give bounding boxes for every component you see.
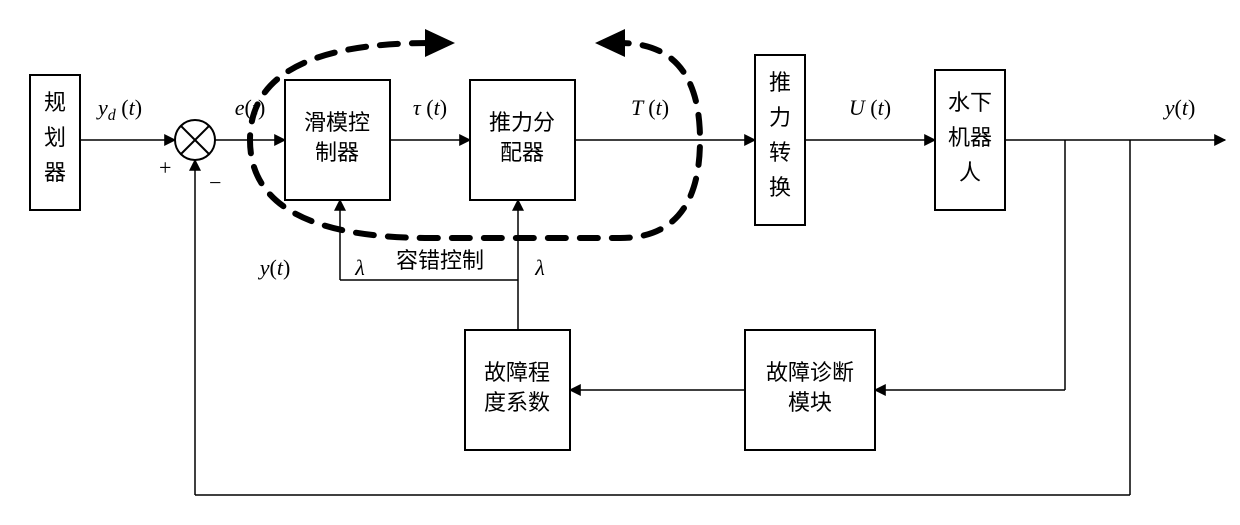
svg-text:y(t): y(t): [258, 255, 291, 280]
sum-junction: [175, 120, 215, 160]
conv-l3: 转: [769, 140, 791, 165]
label-minus: −: [208, 170, 223, 195]
label-e: e(t): [235, 95, 266, 120]
svg-text:y(t): y(t): [1163, 95, 1196, 120]
robot-l3: 人: [959, 160, 981, 185]
dash-arrow-right: [425, 29, 455, 57]
robot-l2: 机器: [948, 125, 992, 150]
conv-l1: 推: [769, 70, 791, 95]
planner-l3: 器: [44, 160, 66, 185]
conv-l2: 力: [769, 105, 791, 130]
smc-l2: 制器: [315, 140, 359, 165]
label-y-fb: y(t): [258, 255, 291, 280]
alloc-l1: 推力分: [489, 110, 555, 135]
label-tau: τ (t): [413, 95, 447, 120]
label-yd: yd (t): [96, 95, 142, 124]
robot-l1: 水下: [948, 90, 992, 115]
label-ftc: 容错控制: [396, 248, 484, 273]
coef-l1: 故障程: [484, 360, 550, 385]
planner-l2: 划: [44, 125, 66, 150]
dash-arrow-left: [595, 29, 625, 57]
label-U: U (t): [849, 95, 891, 120]
coef-l2: 度系数: [484, 390, 550, 415]
label-lambda-1: λ: [354, 255, 365, 280]
smc-l1: 滑模控: [304, 110, 370, 135]
svg-text:e(t): e(t): [235, 95, 266, 120]
label-y-out: y(t): [1163, 95, 1196, 120]
conv-l4: 换: [769, 175, 791, 200]
label-T: T (t): [631, 95, 669, 120]
label-plus: +: [158, 155, 173, 180]
diag-l2: 模块: [788, 390, 832, 415]
svg-text:T (t): T (t): [631, 95, 669, 120]
svg-text:τ (t): τ (t): [413, 95, 447, 120]
planner-l1: 规: [44, 90, 66, 115]
svg-text:yd (t): yd (t): [96, 95, 142, 124]
diag-l1: 故障诊断: [766, 360, 854, 385]
label-lambda-2: λ: [534, 255, 545, 280]
svg-text:U (t): U (t): [849, 95, 891, 120]
alloc-l2: 配器: [500, 140, 544, 165]
